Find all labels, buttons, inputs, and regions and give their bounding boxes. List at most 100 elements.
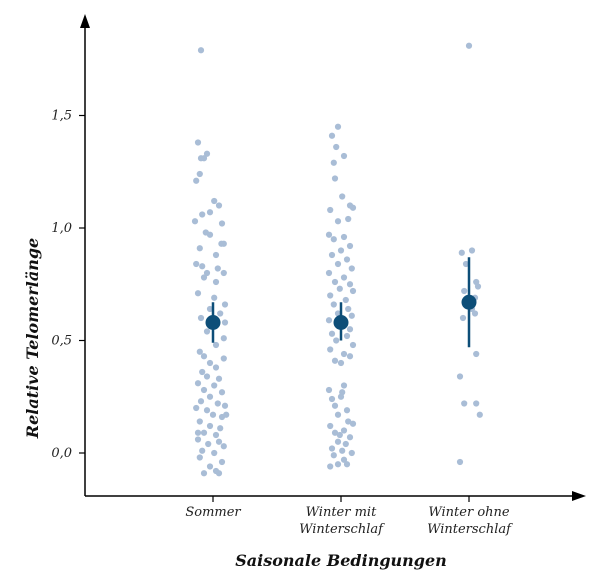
data-point (343, 407, 351, 414)
mean-marker (461, 294, 477, 310)
data-point (325, 317, 333, 324)
data-point (476, 411, 483, 418)
data-point (200, 155, 208, 162)
x-category-label: Winterschlaf (427, 522, 513, 537)
y-ticks: 0,0 0,5 1,0 1,5 (51, 109, 85, 461)
data-point (196, 454, 203, 461)
data-point (462, 260, 470, 268)
data-point (196, 418, 203, 425)
data-point (206, 422, 214, 430)
data-point (459, 314, 467, 322)
data-point (217, 310, 224, 317)
x-category-label: Winterschlaf (299, 522, 385, 537)
data-point (215, 438, 223, 445)
data-point (218, 458, 226, 466)
data-point (196, 170, 203, 178)
data-point (331, 278, 339, 286)
data-point (330, 301, 337, 308)
data-point (331, 429, 339, 436)
data-point (474, 283, 482, 290)
data-point (221, 301, 229, 308)
data-point (220, 355, 227, 362)
data-point (199, 368, 206, 376)
data-point (203, 407, 211, 414)
data-point (191, 218, 199, 225)
data-point (339, 447, 346, 454)
data-point (337, 393, 345, 400)
data-point (331, 357, 339, 364)
data-point (194, 380, 202, 387)
data-point (197, 314, 205, 322)
data-point (348, 449, 355, 457)
data-point (342, 296, 349, 304)
data-point (456, 458, 464, 466)
data-point (211, 294, 218, 301)
data-point (327, 463, 334, 470)
data-point (220, 269, 227, 277)
data-point (214, 400, 221, 407)
data-point (218, 220, 226, 227)
data-point (465, 42, 473, 49)
data-point (327, 292, 334, 299)
data-point (340, 350, 348, 358)
axes (80, 14, 586, 501)
data-point (334, 123, 342, 130)
data-point (330, 236, 337, 243)
data-point (205, 440, 212, 448)
data-point (214, 265, 221, 272)
data-point (212, 251, 220, 259)
data-point (348, 312, 355, 319)
data-point (346, 242, 354, 250)
x-axis-arrow (572, 491, 586, 501)
data-point (221, 319, 229, 326)
x-categories: Sommer Winter mit Winterschlaf Winter ohne W… (185, 496, 513, 537)
data-point (327, 206, 334, 214)
y-axis-title: Relative Telomerlänge (23, 238, 42, 439)
data-point (215, 375, 223, 382)
data-point (325, 231, 333, 238)
y-tick-label: 1,0 (51, 221, 72, 236)
data-point (346, 353, 354, 360)
y-tick-label: 1,5 (51, 109, 72, 124)
data-point (337, 359, 345, 367)
data-point (200, 470, 208, 477)
data-point (349, 287, 357, 295)
data-point (194, 290, 202, 297)
data-point (349, 341, 357, 349)
data-point (333, 143, 340, 151)
data-point (200, 274, 208, 281)
data-point (206, 231, 214, 238)
data-point (197, 47, 205, 54)
data-point (206, 305, 214, 313)
data-point (340, 427, 348, 434)
data-point (334, 310, 342, 317)
data-point (203, 328, 211, 335)
data-point (211, 449, 218, 457)
data-point (328, 395, 336, 403)
data-point (206, 359, 214, 367)
data-point (199, 447, 206, 454)
data-point (468, 247, 476, 254)
data-point (343, 332, 351, 340)
data-point (200, 353, 208, 360)
data-point (223, 411, 230, 418)
data-point (328, 445, 336, 452)
data-point (327, 422, 334, 430)
data-point (349, 420, 357, 427)
data-point (349, 204, 357, 211)
data-point (328, 330, 336, 337)
data-point (199, 263, 206, 270)
data-point (194, 139, 202, 146)
data-point (461, 400, 468, 407)
y-axis-arrow (80, 14, 90, 28)
data-point (340, 382, 348, 389)
data-point (328, 132, 336, 139)
group-means (205, 257, 477, 348)
data-point (218, 389, 226, 396)
x-category-label: Winter mit (306, 505, 377, 520)
x-category-label: Sommer (185, 505, 241, 520)
data-point (193, 177, 200, 184)
data-point (328, 251, 336, 259)
data-point (212, 364, 220, 371)
data-point (334, 411, 342, 418)
